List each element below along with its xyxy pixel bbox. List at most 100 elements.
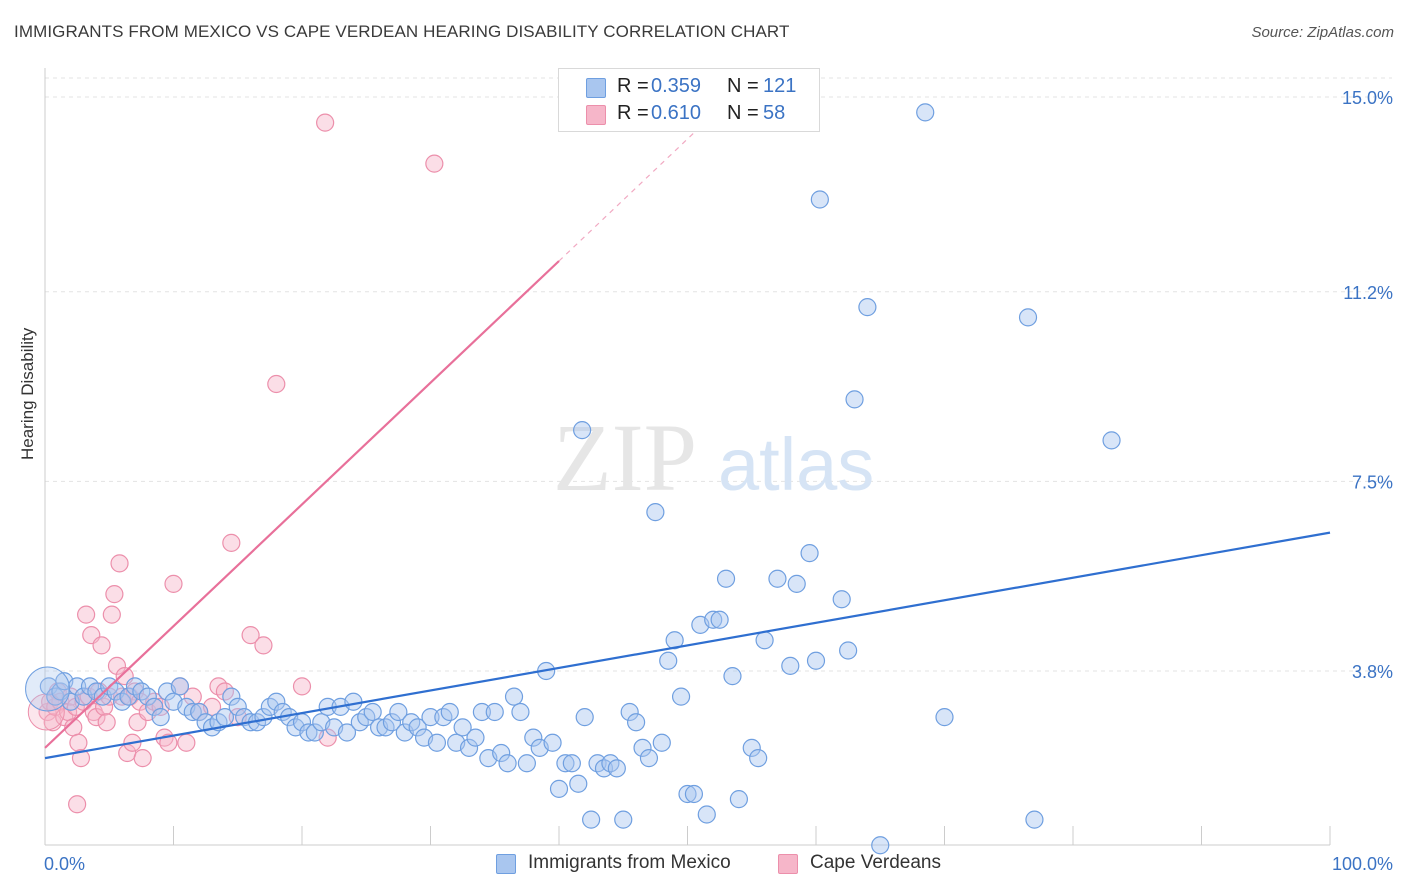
mexico-point bbox=[614, 810, 633, 829]
mexico-point bbox=[299, 723, 318, 742]
legend-n-label: N = bbox=[727, 102, 759, 124]
mexico-point bbox=[800, 544, 819, 563]
mexico-point bbox=[517, 754, 536, 773]
cape-verdeans-point bbox=[71, 749, 91, 768]
trend-line-cape-verdeans bbox=[44, 260, 560, 749]
mexico-point bbox=[787, 574, 806, 593]
mexico-point bbox=[183, 702, 202, 722]
mexico-point bbox=[305, 723, 324, 742]
legend-n-label: N = bbox=[727, 75, 759, 97]
cape-verdeans-point bbox=[92, 636, 111, 655]
mexico-point bbox=[504, 687, 524, 706]
cape-verdeans-point bbox=[107, 656, 127, 675]
mexico-point bbox=[190, 702, 209, 722]
cape-verdeans-point bbox=[292, 677, 312, 696]
watermark-atlas: atlas bbox=[718, 423, 874, 506]
mexico-point bbox=[363, 702, 382, 722]
cape-verdeans-point bbox=[164, 574, 183, 593]
mexico-point bbox=[68, 677, 87, 696]
mexico-point bbox=[858, 298, 877, 317]
mexico-point bbox=[678, 784, 697, 804]
mexico-point bbox=[810, 190, 829, 209]
mexico-point bbox=[427, 733, 447, 752]
mexico-point bbox=[556, 754, 575, 773]
y-tick-label: 15.0% bbox=[1342, 88, 1393, 108]
series-legend: Immigrants from Mexico Cape Verdeans bbox=[0, 852, 1406, 878]
mexico-point bbox=[337, 723, 357, 742]
legend-n-value: 58 bbox=[763, 102, 786, 124]
axes bbox=[44, 68, 1331, 846]
mexico-point bbox=[781, 656, 800, 675]
mexico-point bbox=[459, 738, 479, 757]
mexico-point bbox=[839, 641, 858, 660]
mexico-point bbox=[755, 631, 774, 650]
mexico-point bbox=[145, 697, 164, 716]
mexico-point bbox=[582, 810, 601, 829]
mexico-point bbox=[1018, 308, 1038, 327]
trend-lines bbox=[44, 132, 1331, 760]
mexico-point bbox=[742, 738, 761, 757]
legend-r-value: 0.610 bbox=[651, 102, 702, 124]
y-tick-label: 7.5% bbox=[1352, 472, 1393, 492]
mexico-point bbox=[671, 687, 691, 706]
mexico-point bbox=[421, 708, 440, 727]
cape-verdeans-point bbox=[97, 713, 116, 732]
y-axis-label: Hearing Disability bbox=[18, 327, 37, 460]
cape-verdeans-point bbox=[159, 733, 178, 752]
cape-verdeans-point bbox=[110, 554, 129, 573]
mexico-point bbox=[138, 687, 157, 706]
mexico-point bbox=[408, 718, 427, 737]
mexico-point bbox=[716, 569, 736, 588]
legend-swatch-blue bbox=[586, 78, 606, 98]
mexico-point bbox=[871, 836, 890, 855]
cape-verdeans-point bbox=[222, 533, 241, 552]
mexico-point bbox=[620, 702, 639, 722]
legend-r-value: 0.359 bbox=[651, 75, 702, 97]
cape-verdeans-point bbox=[183, 687, 202, 706]
mexico-point bbox=[633, 738, 652, 757]
mexico-point bbox=[344, 692, 363, 711]
mexico-point bbox=[684, 784, 704, 804]
cape-verdeans-point bbox=[102, 605, 121, 624]
watermark-zip: ZIP bbox=[553, 404, 697, 511]
mexico-point bbox=[832, 590, 851, 609]
mexico-point bbox=[492, 743, 511, 763]
mexico-point bbox=[639, 749, 659, 768]
mexico-point bbox=[710, 610, 729, 629]
cape-verdeans-point bbox=[425, 154, 444, 173]
mexico-point bbox=[170, 677, 190, 696]
y-tick-label: 11.2% bbox=[1343, 283, 1393, 303]
legend-swatch-pink bbox=[586, 105, 606, 125]
mexico-point bbox=[569, 774, 588, 793]
mexico-cluster-point bbox=[25, 666, 71, 712]
mexico-point bbox=[549, 779, 569, 798]
cape-verdeans-point bbox=[133, 749, 152, 768]
chart-title: IMMIGRANTS FROM MEXICO VS CAPE VERDEAN H… bbox=[14, 22, 790, 41]
cape-verdeans-point bbox=[68, 795, 87, 814]
y-tick-label: 3.8% bbox=[1352, 662, 1393, 682]
mexico-point bbox=[151, 708, 170, 727]
mexico-point bbox=[575, 708, 594, 727]
x-tick-label-min: 0.0% bbox=[44, 854, 85, 874]
legend-label: Immigrants from Mexico bbox=[528, 852, 731, 873]
watermark: ZIP atlas bbox=[553, 404, 874, 511]
cape-verdeans-point bbox=[69, 733, 88, 752]
tick-labels: 3.8% 7.5% 11.2% 15.0% 0.0% 100.0% bbox=[44, 88, 1393, 874]
mexico-point bbox=[472, 702, 491, 722]
source-credit: Source: ZipAtlas.com bbox=[1251, 24, 1394, 41]
mexico-point bbox=[440, 702, 459, 722]
mexico-point bbox=[729, 790, 749, 809]
mexico-point bbox=[543, 733, 562, 752]
mexico-point bbox=[749, 749, 768, 768]
mexico-point bbox=[382, 713, 402, 732]
cape-verdeans-point bbox=[77, 605, 96, 624]
trend-line-cape-verdeans-extension bbox=[558, 132, 695, 262]
mexico-point bbox=[845, 390, 864, 409]
legend-r-label: R = bbox=[617, 102, 649, 124]
series-immigrants-from-mexico bbox=[25, 103, 1121, 855]
mexico-point bbox=[723, 667, 742, 686]
legend-r-label: R = bbox=[617, 75, 649, 97]
mexico-point bbox=[498, 754, 517, 773]
mexico-point bbox=[697, 805, 716, 824]
